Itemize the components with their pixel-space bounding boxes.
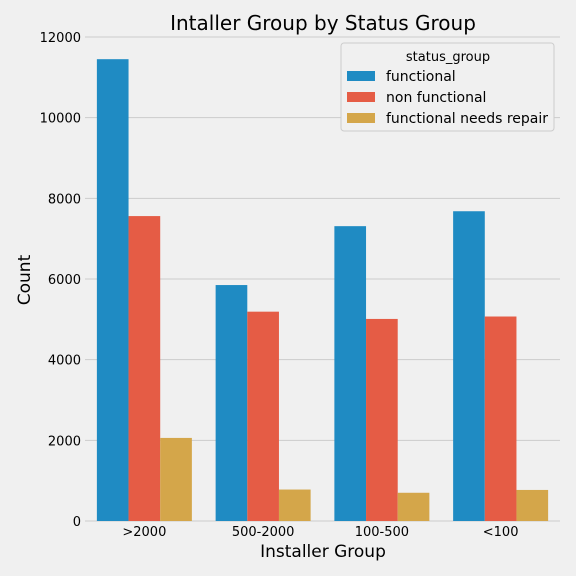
legend-label: functional needs repair [386,111,548,127]
legend-swatch [347,92,375,102]
bars [96,59,549,522]
y-tick-label: 6000 [48,273,81,288]
y-tick-label: 4000 [48,354,81,369]
bar-functional-needs-repair-2 [397,492,430,521]
bar-functional-1 [215,285,248,521]
bar-functional-needs-repair-3 [516,489,549,521]
legend-title: status_group [406,50,490,65]
x-tick-labels: >2000 500-2000 100-500 <100 [122,525,518,540]
bar-functional-0 [96,59,129,521]
y-tick-label: 10000 [40,112,81,127]
x-tick-label: <100 [483,525,519,540]
bar-functional-2 [334,226,367,521]
legend-box [340,42,555,132]
bar-functional-3 [453,211,485,522]
y-tick-label: 0 [73,515,81,530]
x-tick-label: >2000 [122,525,166,540]
bar-non-functional-0 [128,216,161,521]
x-axis-title: Installer Group [260,542,386,562]
legend-label: non functional [386,90,486,106]
bar-non-functional-2 [366,318,398,521]
bar-non-functional-1 [247,311,279,521]
x-tick-label: 100-500 [355,525,409,540]
legend-label: functional [386,69,456,85]
y-axis-title: Count [15,254,35,305]
bar-non-functional-3 [484,316,517,521]
chart-title: Intaller Group by Status Group [170,11,476,35]
legend-swatch [347,71,375,81]
y-tick-labels: 0 2000 4000 6000 8000 10000 12000 [40,31,81,530]
bar-functional-needs-repair-1 [278,489,311,521]
y-tick-label: 8000 [48,192,81,207]
legend-items: functional non functional functional needs… [347,69,548,127]
y-tick-label: 2000 [48,434,81,449]
bar-functional-needs-repair-0 [160,437,192,521]
legend-swatch [347,113,375,123]
x-tick-label: 500-2000 [232,525,295,540]
y-tick-label: 12000 [40,31,81,46]
